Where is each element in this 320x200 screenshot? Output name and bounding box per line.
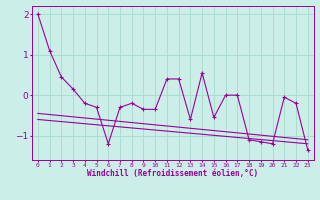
X-axis label: Windchill (Refroidissement éolien,°C): Windchill (Refroidissement éolien,°C) bbox=[87, 169, 258, 178]
